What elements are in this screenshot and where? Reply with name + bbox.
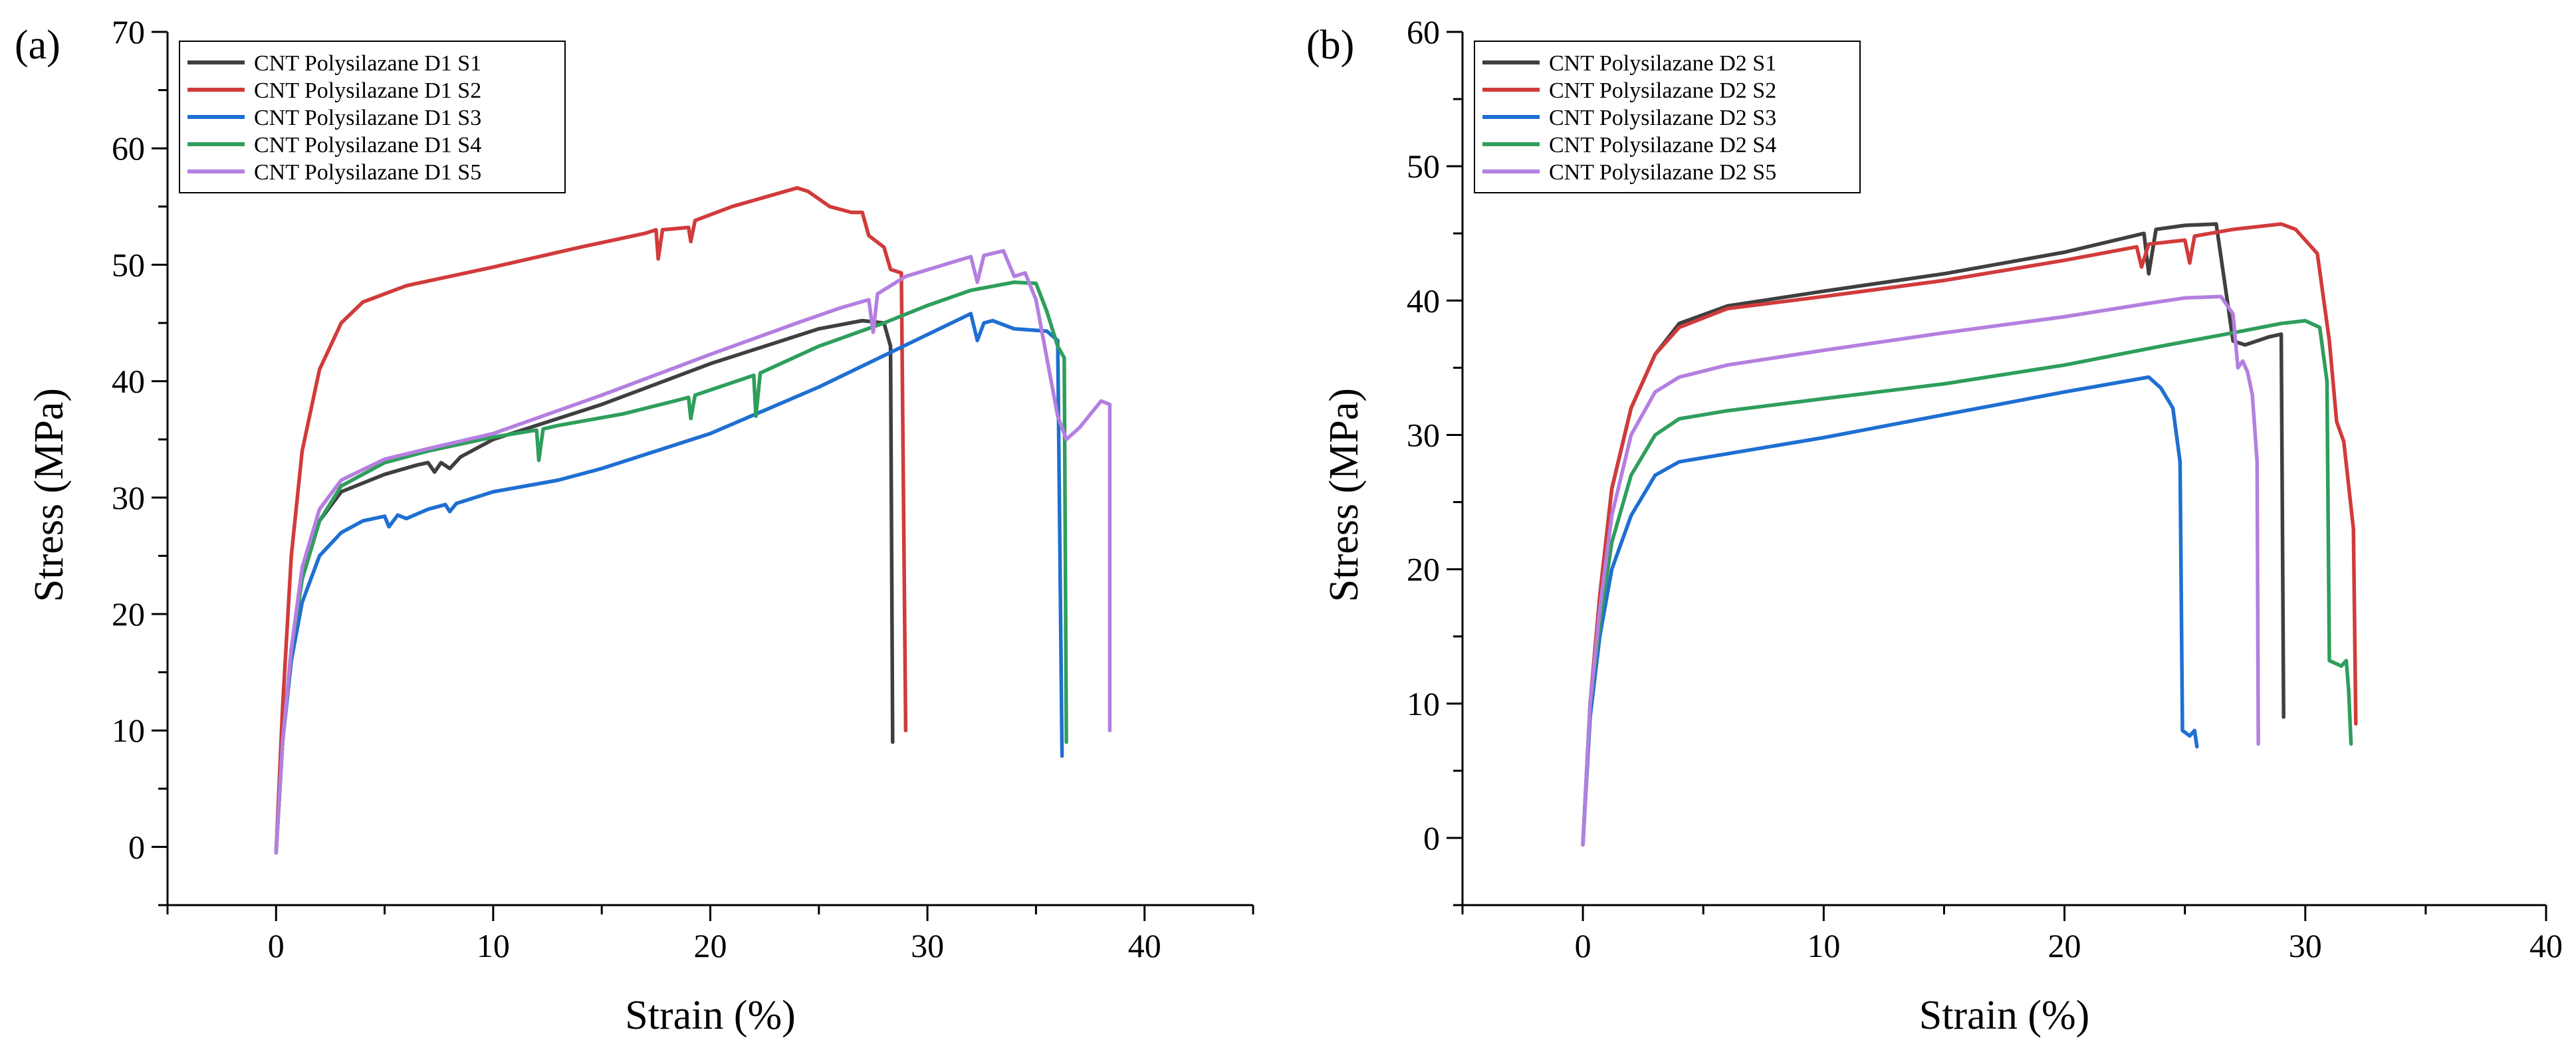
y-tick-label: 10 — [1407, 685, 1440, 722]
y-tick-label: 40 — [1407, 282, 1440, 319]
x-tick-label: 10 — [477, 927, 510, 964]
series-line-s3 — [274, 312, 1064, 855]
legend-label-s5: CNT Polysilazane D1 S5 — [254, 160, 481, 185]
panel-tag: (a) — [15, 23, 60, 68]
legend-label-s1: CNT Polysilazane D1 S1 — [254, 51, 481, 76]
y-tick-label: 50 — [112, 246, 145, 283]
y-tick-label: 60 — [112, 130, 145, 167]
series-line-s5 — [274, 249, 1112, 855]
x-tick-label: 30 — [2289, 927, 2322, 964]
legend-label-s1: CNT Polysilazane D2 S1 — [1549, 51, 1776, 76]
legend-label-s5: CNT Polysilazane D2 S5 — [1549, 160, 1776, 185]
x-tick-label: 10 — [1807, 927, 1840, 964]
y-axis-label: Stress (MPa) — [27, 388, 72, 602]
x-tick-label: 0 — [268, 927, 285, 964]
y-tick-label: 30 — [112, 479, 145, 516]
x-axis-label: Strain (%) — [1919, 993, 2090, 1038]
y-tick-label: 10 — [112, 712, 145, 749]
series-line-s2 — [1581, 222, 2358, 847]
panel-tag: (b) — [1306, 23, 1354, 68]
series-line-s4 — [274, 280, 1068, 855]
y-tick-label: 20 — [1407, 551, 1440, 588]
series-line-s2 — [274, 186, 908, 855]
x-tick-label: 40 — [1128, 927, 1161, 964]
y-tick-label: 0 — [128, 828, 145, 865]
x-tick-label: 20 — [694, 927, 727, 964]
y-tick-label: 70 — [112, 13, 145, 51]
y-tick-label: 20 — [112, 595, 145, 633]
series-line-s1 — [1581, 222, 2285, 847]
y-tick-label: 60 — [1407, 13, 1440, 51]
legend-label-s2: CNT Polysilazane D2 S2 — [1549, 78, 1776, 103]
legend-label-s2: CNT Polysilazane D1 S2 — [254, 78, 481, 103]
y-tick-label: 30 — [1407, 416, 1440, 453]
y-tick-label: 50 — [1407, 148, 1440, 185]
legend-label-s4: CNT Polysilazane D1 S4 — [254, 133, 481, 157]
x-tick-label: 30 — [911, 927, 944, 964]
x-axis-label: Strain (%) — [625, 993, 796, 1038]
legend-label-s3: CNT Polysilazane D2 S3 — [1549, 106, 1776, 130]
panel-b: (b) 0 10 20 30 40 0 10 20 30 40 50 60 Strain (%) Stres… — [1306, 13, 2563, 1038]
y-tick-label: 40 — [112, 363, 145, 400]
x-tick-label: 0 — [1575, 927, 1591, 964]
legend-label-s4: CNT Polysilazane D2 S4 — [1549, 133, 1776, 157]
x-tick-label: 40 — [2529, 927, 2563, 964]
series-line-s3 — [1581, 375, 2199, 847]
x-tick-label: 20 — [2048, 927, 2081, 964]
legend-label-s3: CNT Polysilazane D1 S3 — [254, 106, 481, 130]
panel-a: (a) 0 10 20 30 40 0 10 20 30 40 50 60 70 Strain (%) Str… — [15, 13, 1254, 1038]
series-line-s5 — [1581, 294, 2260, 847]
y-axis-label: Stress (MPa) — [1322, 388, 1367, 602]
series-line-s4 — [1581, 318, 2353, 847]
y-tick-label: 0 — [1423, 819, 1440, 857]
